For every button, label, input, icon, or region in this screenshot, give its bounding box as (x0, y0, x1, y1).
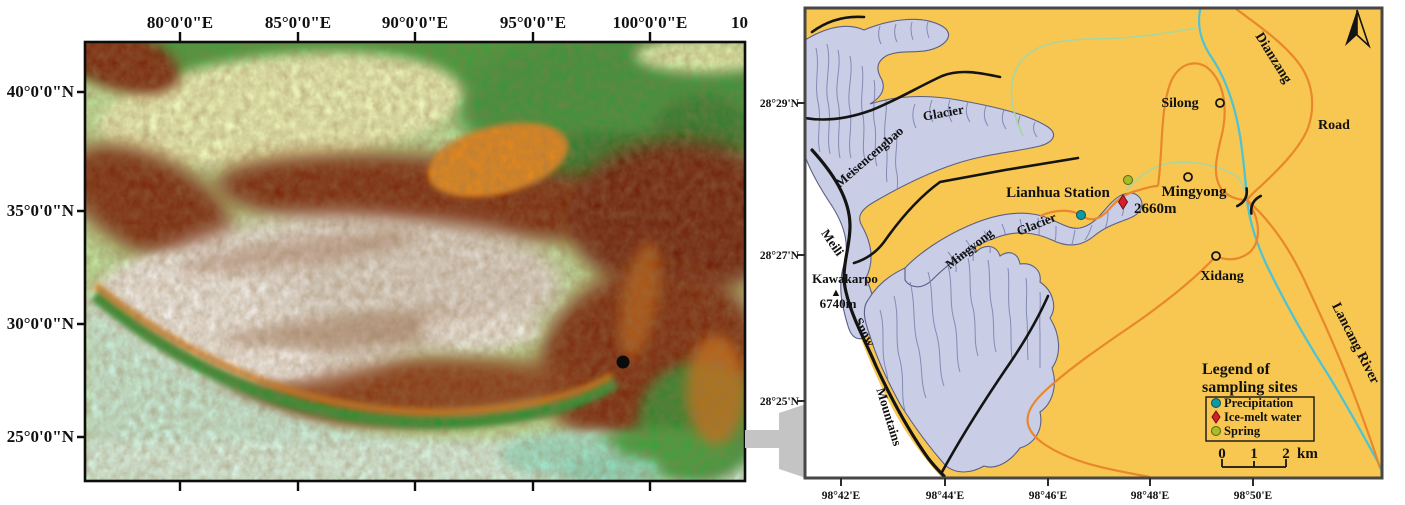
lat-tick-label: 28°25'N (760, 396, 800, 408)
xidang-village-marker (1211, 251, 1221, 261)
north-arrow-icon (1345, 9, 1371, 49)
bridge-icon (1235, 187, 1263, 215)
lancang-river-line (1197, 8, 1382, 473)
silong-village-marker (1215, 98, 1225, 108)
lat-tick-label: 28°29'N (760, 98, 800, 110)
legend-spring-icon (1211, 426, 1221, 436)
lon-tick-label: 95°0'0"E (500, 13, 566, 32)
tibet-overview-map (85, 42, 745, 481)
lon-tick-label: 98°50'E (1234, 490, 1273, 502)
lon-tick-label: 85°0'0"E (265, 13, 331, 32)
legend-precipitation-label: Precipitation (1224, 396, 1293, 410)
tibet-map-frame (77, 32, 747, 491)
lon-tick-label: 98°42'E (822, 490, 861, 502)
peak-elevation-label: 6740m (820, 296, 857, 311)
mingyong-glacier-map: Silong Dianzang Road Lianhua Station 266… (805, 8, 1382, 478)
lon-tick-label: 100°0'0"E (613, 13, 688, 32)
lat-tick-label: 28°27'N (760, 250, 800, 262)
meisencengbao-glacier-label-2: Glacier (922, 102, 965, 124)
silong-label: Silong (1161, 96, 1198, 111)
mingyong-village-label: Mingyong (1161, 184, 1227, 200)
dianzang-road-label-2: Road (1318, 118, 1350, 133)
legend-title-line2: sampling sites (1202, 379, 1298, 396)
lon-tick-label: 90°0'0"E (382, 13, 448, 32)
zoom-connector-arrow (745, 404, 806, 478)
xidang-label: Xidang (1200, 269, 1244, 284)
mingyong-map-frame (797, 6, 1384, 486)
roads (1026, 8, 1382, 478)
scale-2: 2 (1282, 446, 1290, 462)
lon-tick-label: 80°0'0"E (147, 13, 213, 32)
lat-tick-label: 30°0'0"N (7, 314, 75, 333)
ridge-lines (805, 15, 1080, 478)
scale-1: 1 (1250, 446, 1258, 462)
scale-unit: km (1297, 446, 1318, 462)
scale-0: 0 (1218, 446, 1226, 462)
precipitation-site-marker (1076, 210, 1086, 220)
elevation-2660-label: 2660m (1134, 201, 1177, 217)
peak-triangle-icon: ▲ (831, 287, 842, 299)
mingyong-map-axis-labels: 28°29'N 28°27'N 28°25'N 98°42'E 98°44'E … (760, 98, 1273, 502)
study-site-dot (616, 355, 630, 369)
legend-precipitation-icon (1211, 398, 1221, 408)
snow-mountains-area (805, 152, 942, 478)
mingyong-village-marker (1183, 172, 1193, 182)
tibet-map-axis-labels: 80°0'0"E 85°0'0"E 90°0'0"E 95°0'0"E 100°… (7, 13, 748, 446)
lon-tick-label: 98°48'E (1131, 490, 1170, 502)
legend-box (1205, 396, 1315, 442)
legend-ice-melt-icon (1211, 410, 1221, 424)
spring-site-marker (1123, 175, 1133, 185)
lon-tick-label-clipped: 10 (731, 13, 748, 32)
scale-bar: 0 1 2 km (1218, 446, 1318, 468)
lon-tick-label: 98°44'E (926, 490, 965, 502)
glacier-streams (1010, 27, 1248, 199)
legend-ice-melt-label: Ice-melt water (1224, 410, 1302, 424)
lat-tick-label: 25°0'0"N (7, 427, 75, 446)
legend-spring-label: Spring (1224, 424, 1261, 438)
legend-title-line1: Legend of (1202, 361, 1271, 378)
lon-tick-label: 98°46'E (1029, 490, 1068, 502)
lat-tick-label: 40°0'0"N (7, 82, 75, 101)
ice-melt-site-marker (1117, 194, 1129, 210)
lianhua-station-label: Lianhua Station (1006, 185, 1110, 201)
lat-tick-label: 35°0'0"N (7, 201, 75, 220)
kawakarpo-label: Kawakarpo (812, 271, 878, 286)
legend-sampling-sites: Legend of sampling sites Precipitation I… (1202, 361, 1315, 442)
